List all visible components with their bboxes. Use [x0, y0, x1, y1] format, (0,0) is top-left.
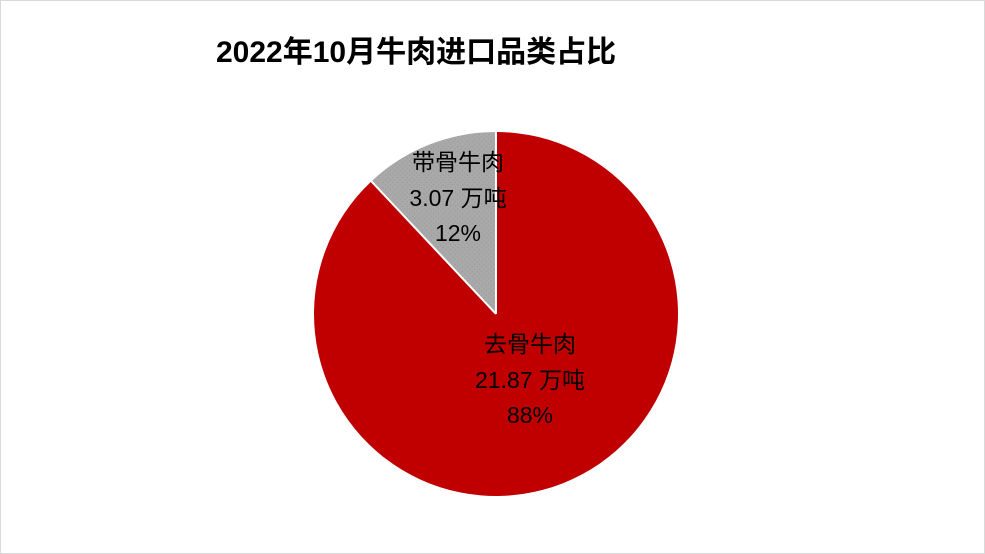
svg-text:带骨牛肉: 带骨牛肉: [412, 149, 504, 175]
svg-text:去骨牛肉: 去骨牛肉: [484, 331, 576, 357]
svg-text:3.07 万吨: 3.07 万吨: [409, 185, 506, 211]
svg-text:88%: 88%: [507, 402, 553, 428]
svg-text:21.87 万吨: 21.87 万吨: [475, 367, 585, 393]
svg-text:12%: 12%: [435, 220, 481, 246]
